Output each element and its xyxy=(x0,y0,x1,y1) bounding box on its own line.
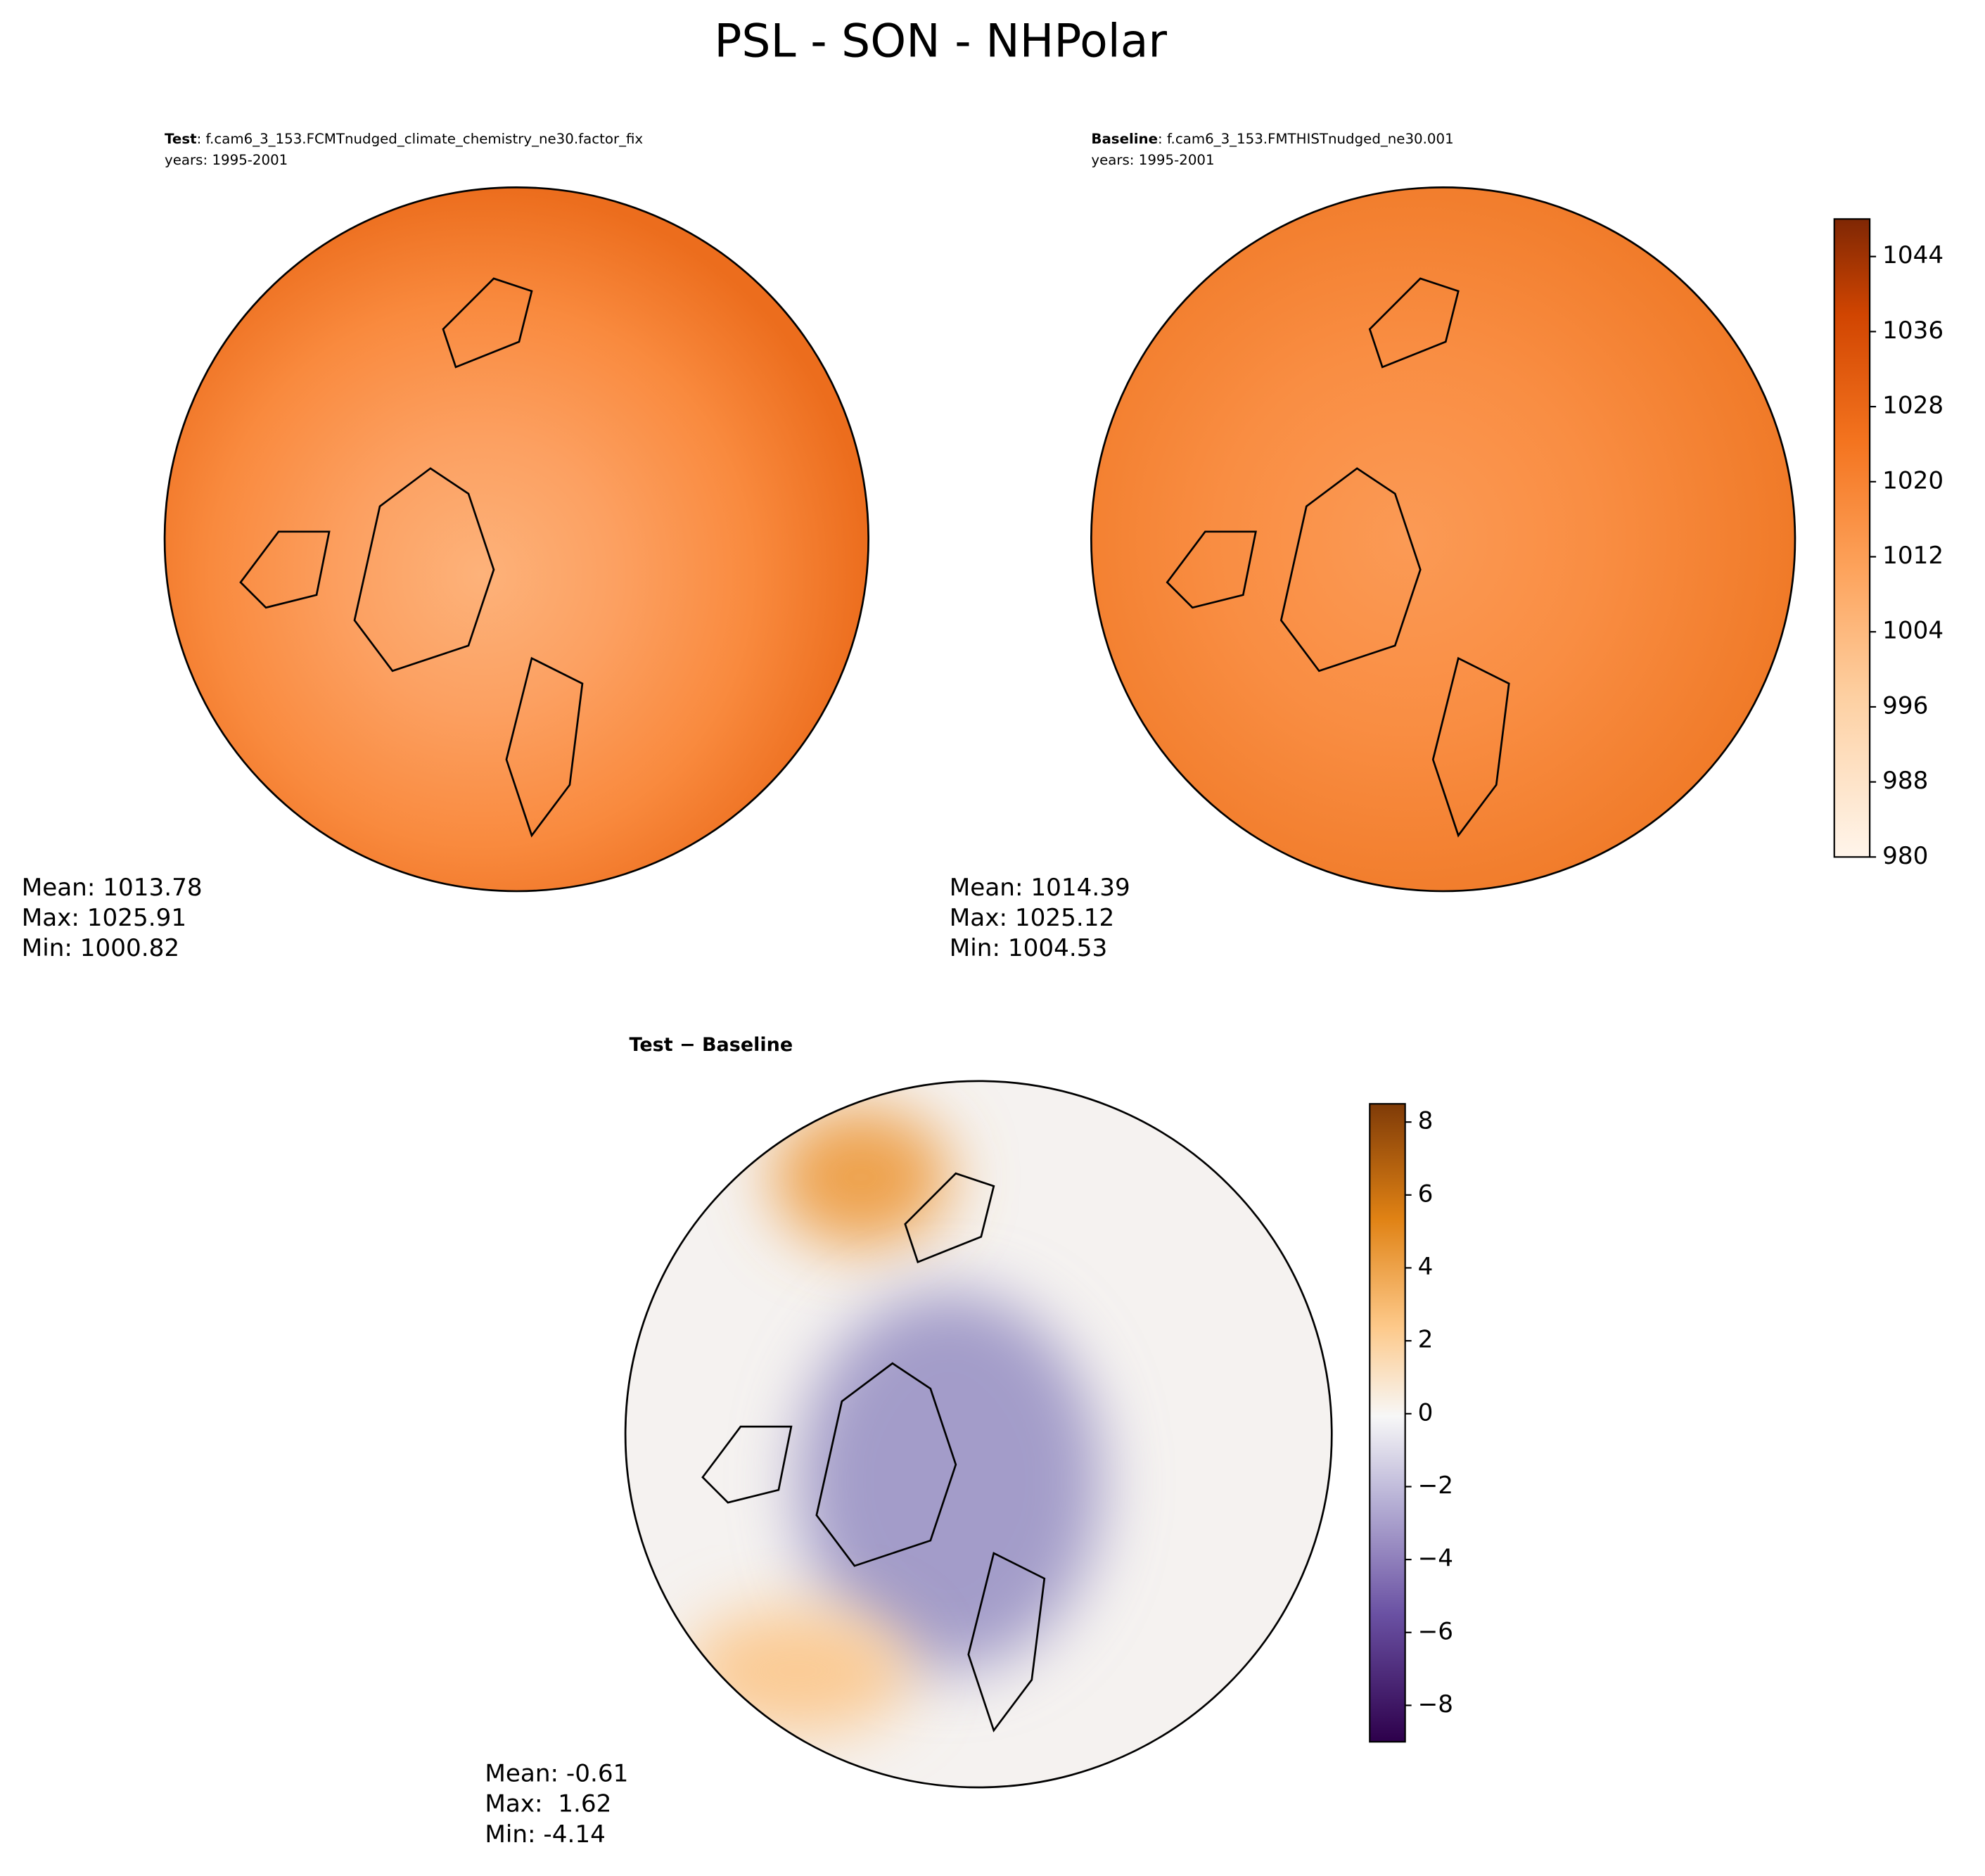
panel-label: Baseline xyxy=(1091,130,1158,146)
colorbar-tick-label: 4 xyxy=(1418,1253,1434,1281)
map-fill xyxy=(625,1080,1332,1788)
panel-case: : f.cam6_3_153.FMTHISTnudged_ne30.001 xyxy=(1158,130,1454,146)
anomaly xyxy=(683,1607,912,1735)
panel-case: : f.cam6_3_153.FCMTnudged_climate_chemis… xyxy=(197,130,644,146)
figure-title: PSL - SON - NHPolar xyxy=(714,15,1167,68)
colorbar-tick-label: −4 xyxy=(1418,1545,1453,1573)
colorbar-tick-label: 996 xyxy=(1882,691,1928,720)
colorbar-tick-label: 988 xyxy=(1882,767,1928,795)
stat: Max: 1025.91 xyxy=(22,904,186,932)
colorbar xyxy=(1369,1103,1406,1743)
colorbar-tick-label: 1036 xyxy=(1882,317,1943,345)
stat: Mean: 1013.78 xyxy=(22,874,203,902)
panel-years: years: 1995-2001 xyxy=(165,152,288,168)
stat: Max: 1025.12 xyxy=(950,904,1114,932)
map xyxy=(624,1080,1333,1789)
stat: Max: 1.62 xyxy=(485,1790,611,1818)
colorbar-tick-label: −2 xyxy=(1418,1472,1453,1500)
colorbar-tick-label: 8 xyxy=(1418,1107,1434,1135)
panel-years: years: 1995-2001 xyxy=(1091,152,1214,168)
panel-label: Test xyxy=(165,130,197,146)
colorbar-tick-label: 1004 xyxy=(1882,617,1943,645)
colorbar-tick-label: 1020 xyxy=(1882,466,1943,494)
colorbar-tick-label: −8 xyxy=(1418,1690,1453,1718)
stat: Mean: -0.61 xyxy=(485,1760,628,1788)
colorbar-tick-label: 2 xyxy=(1418,1326,1434,1354)
stat: Min: -4.14 xyxy=(485,1820,606,1849)
colorbar-tick-label: 1028 xyxy=(1882,392,1943,420)
colorbar-tick-label: 0 xyxy=(1418,1398,1434,1427)
coastline xyxy=(1166,277,1510,838)
colorbar-tick-label: 6 xyxy=(1418,1180,1434,1208)
colorbar-tick-label: 1044 xyxy=(1882,241,1943,269)
stat: Min: 1000.82 xyxy=(22,934,179,962)
panel-title: Test: f.cam6_3_153.FCMTnudged_climate_ch… xyxy=(165,130,643,146)
map xyxy=(1090,186,1796,893)
coastline xyxy=(239,277,584,838)
colorbar-tick-label: 980 xyxy=(1882,842,1928,870)
stat: Min: 1004.53 xyxy=(950,934,1107,962)
coastline xyxy=(701,1172,1046,1733)
stat: Mean: 1014.39 xyxy=(950,874,1130,902)
panel-title: Baseline: f.cam6_3_153.FMTHISTnudged_ne3… xyxy=(1091,130,1453,146)
map xyxy=(163,186,869,893)
colorbar-tick-label: −6 xyxy=(1418,1617,1453,1645)
colorbar-tick-label: 1012 xyxy=(1882,542,1943,570)
panel-title: Test − Baseline xyxy=(630,1034,793,1056)
colorbar xyxy=(1833,218,1871,858)
anomaly xyxy=(772,1107,950,1247)
